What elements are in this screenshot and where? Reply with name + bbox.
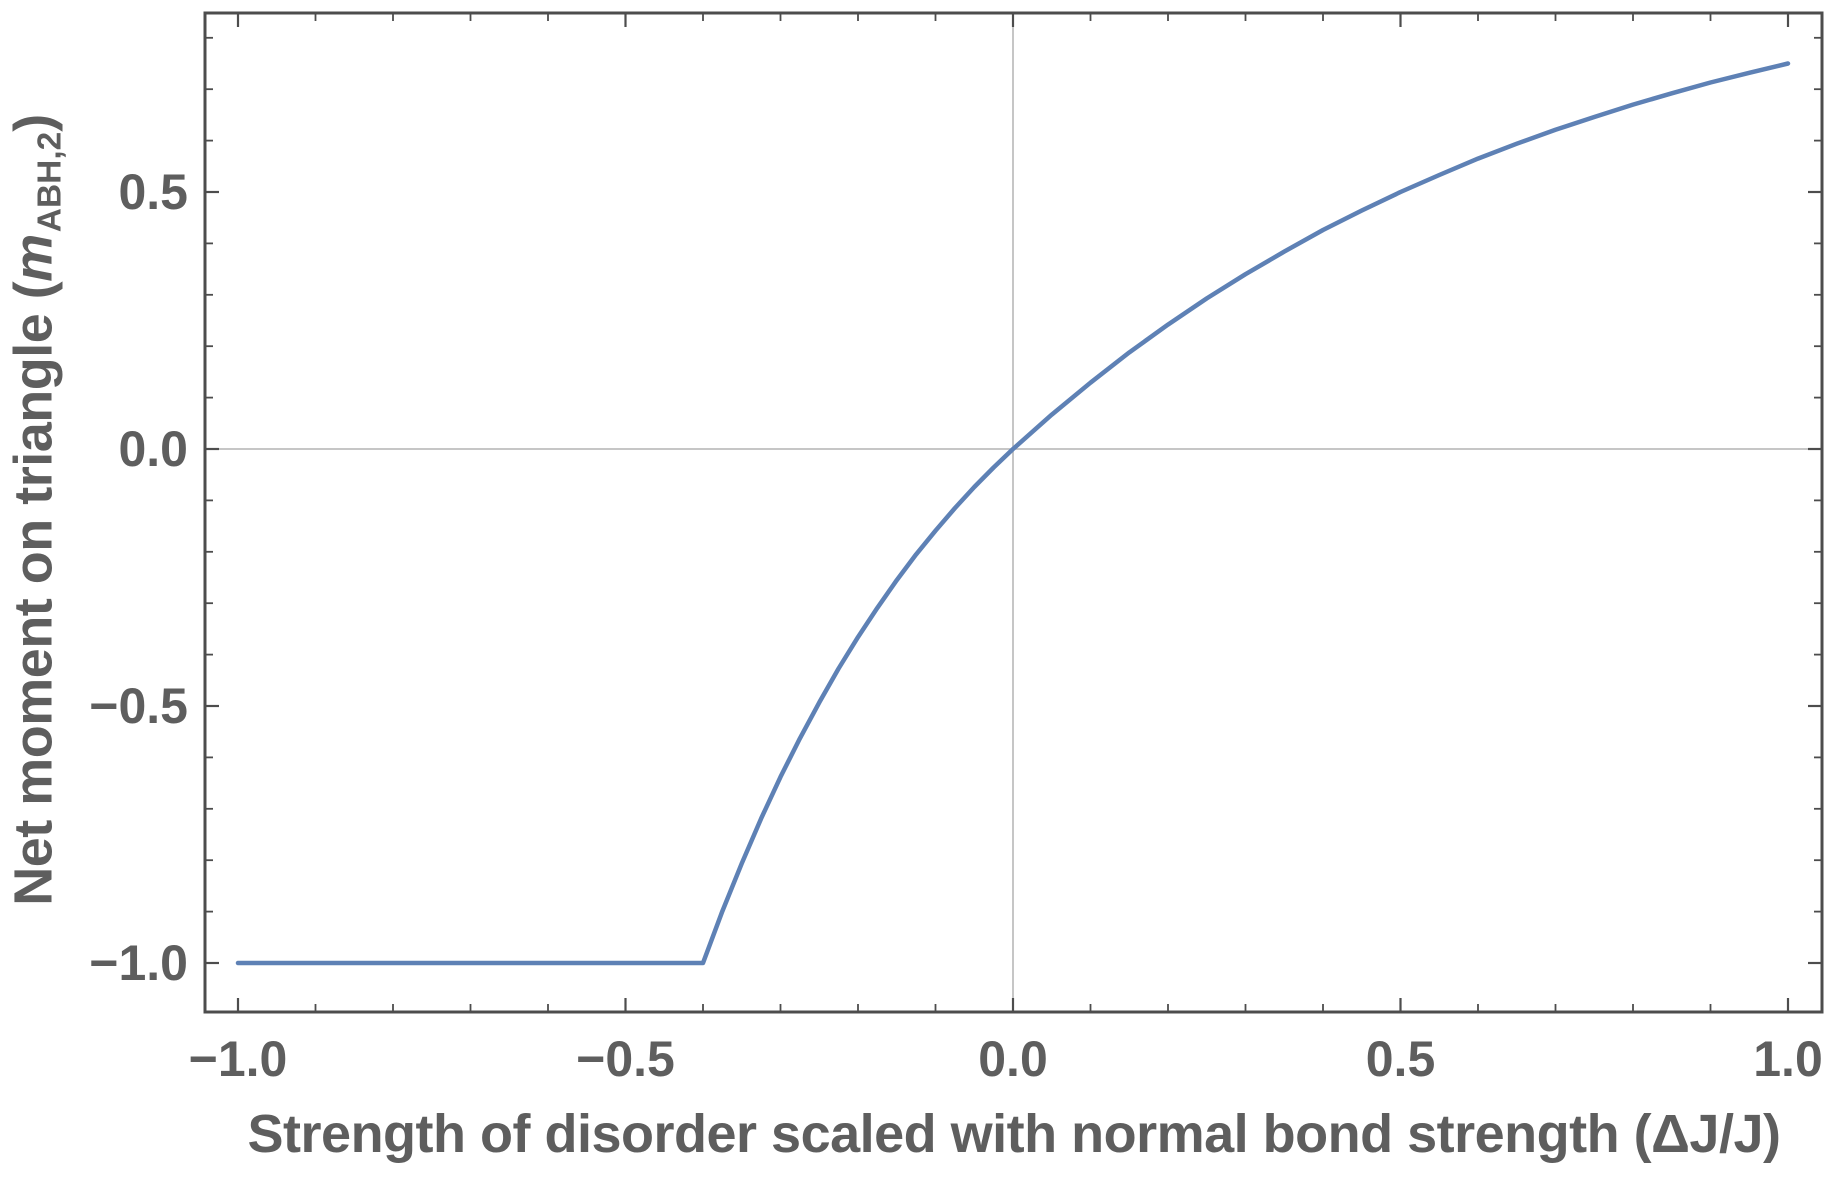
x-tick-label: 0.0 <box>978 1031 1048 1087</box>
x-tick-label: −0.5 <box>576 1031 675 1087</box>
x-tick-label: −1.0 <box>188 1031 288 1087</box>
y-axis-title-variable: m <box>3 234 64 282</box>
y-axis-title-prefix: Net moment on triangle ( <box>3 281 64 906</box>
y-tick-label: −1.0 <box>89 935 188 991</box>
x-tick-label: 0.5 <box>1365 1031 1436 1087</box>
y-axis-title-subscript: ABH,2 <box>31 131 69 233</box>
y-axis-title: Net moment on triangle (mABH,2) <box>2 114 69 905</box>
x-axis-title: Strength of disorder scaled with normal … <box>248 1103 1781 1165</box>
y-axis-title-suffix: ) <box>3 114 64 132</box>
x-tick-label: 1.0 <box>1753 1031 1823 1087</box>
y-tick-label: −0.5 <box>89 678 188 734</box>
y-tick-label: 0.0 <box>118 421 188 477</box>
y-tick-label: 0.5 <box>118 164 188 220</box>
x-axis-title-text: Strength of disorder scaled with normal … <box>247 1104 1781 1164</box>
data-curve <box>235 61 1791 966</box>
